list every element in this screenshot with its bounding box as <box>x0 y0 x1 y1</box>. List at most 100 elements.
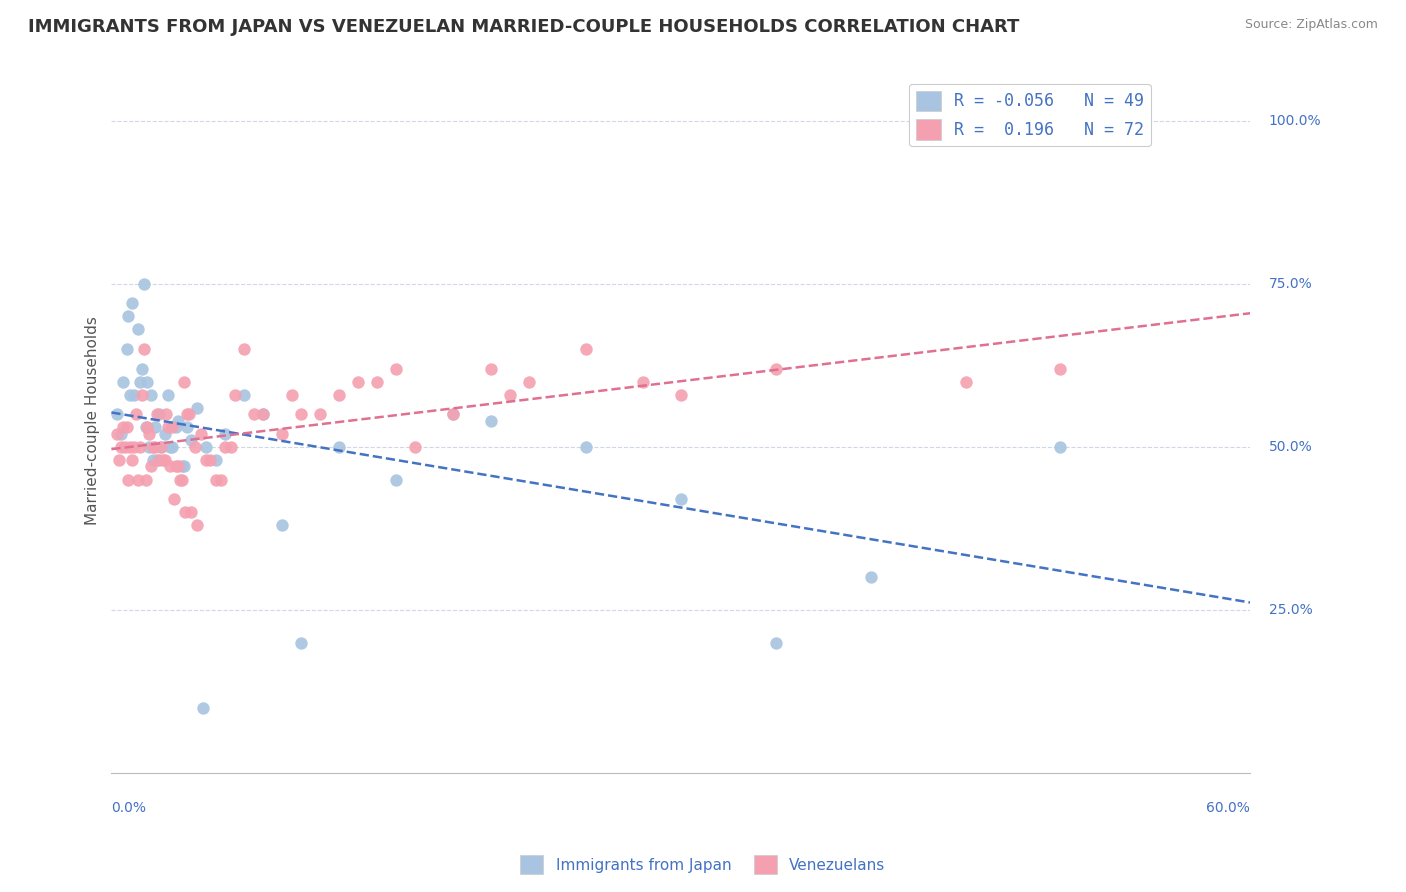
Point <box>166 459 188 474</box>
Point <box>499 387 522 401</box>
Point <box>108 453 131 467</box>
Point <box>152 453 174 467</box>
Point <box>290 407 312 421</box>
Text: 50.0%: 50.0% <box>1268 440 1312 454</box>
Point <box>179 407 201 421</box>
Point <box>148 453 170 467</box>
Point <box>309 407 332 421</box>
Point <box>166 414 188 428</box>
Point <box>174 505 197 519</box>
Text: IMMIGRANTS FROM JAPAN VS VENEZUELAN MARRIED-COUPLE HOUSEHOLDS CORRELATION CHART: IMMIGRANTS FROM JAPAN VS VENEZUELAN MARR… <box>28 18 1019 36</box>
Point <box>148 407 170 421</box>
Y-axis label: Married-couple Households: Married-couple Households <box>86 317 100 525</box>
Point <box>575 440 598 454</box>
Point <box>153 426 176 441</box>
Point <box>176 407 198 421</box>
Point <box>366 375 388 389</box>
Point <box>669 492 692 507</box>
Point <box>347 375 370 389</box>
Point <box>271 518 294 533</box>
Point <box>142 440 165 454</box>
Point <box>328 440 350 454</box>
Point <box>173 375 195 389</box>
Point <box>233 342 256 356</box>
Text: 25.0%: 25.0% <box>1268 603 1312 617</box>
Point <box>765 361 787 376</box>
Point <box>214 440 236 454</box>
Point <box>204 473 226 487</box>
Point <box>142 453 165 467</box>
Point <box>120 440 142 454</box>
Point <box>132 342 155 356</box>
Point <box>110 426 132 441</box>
Point <box>479 361 502 376</box>
Point <box>219 440 242 454</box>
Point <box>190 426 212 441</box>
Point <box>149 440 172 454</box>
Point <box>242 407 264 421</box>
Point <box>385 361 408 376</box>
Point <box>404 440 426 454</box>
Point <box>191 701 214 715</box>
Point <box>122 440 145 454</box>
Point <box>121 453 143 467</box>
Point <box>125 407 148 421</box>
Point <box>859 570 882 584</box>
Point <box>146 453 169 467</box>
Point <box>128 440 150 454</box>
Point <box>204 453 226 467</box>
Point <box>127 322 149 336</box>
Legend: R = -0.056   N = 49, R =  0.196   N = 72: R = -0.056 N = 49, R = 0.196 N = 72 <box>910 84 1150 146</box>
Point <box>136 420 159 434</box>
Point <box>114 440 136 454</box>
Point <box>136 375 159 389</box>
Point <box>170 459 193 474</box>
Text: 75.0%: 75.0% <box>1268 277 1312 291</box>
Point <box>441 407 464 421</box>
Point <box>143 420 166 434</box>
Point <box>385 473 408 487</box>
Point <box>186 401 208 415</box>
Point <box>195 440 218 454</box>
Point <box>955 375 977 389</box>
Point <box>135 420 157 434</box>
Point <box>146 407 169 421</box>
Point <box>127 473 149 487</box>
Point <box>141 387 163 401</box>
Point <box>170 473 193 487</box>
Point <box>517 375 540 389</box>
Point <box>441 407 464 421</box>
Point <box>271 426 294 441</box>
Point <box>115 420 138 434</box>
Text: 100.0%: 100.0% <box>1268 113 1322 128</box>
Point <box>169 473 191 487</box>
Point <box>121 296 143 310</box>
Point <box>290 635 312 649</box>
Point <box>180 434 202 448</box>
Point <box>163 492 186 507</box>
Point <box>143 440 166 454</box>
Point <box>141 459 163 474</box>
Point <box>280 387 302 401</box>
Point <box>198 453 221 467</box>
Point <box>328 387 350 401</box>
Point <box>184 440 207 454</box>
Point <box>669 387 692 401</box>
Legend: Immigrants from Japan, Venezuelans: Immigrants from Japan, Venezuelans <box>515 849 891 880</box>
Point <box>131 387 153 401</box>
Point <box>252 407 274 421</box>
Point <box>214 426 236 441</box>
Point <box>479 414 502 428</box>
Point <box>157 420 180 434</box>
Point <box>111 375 134 389</box>
Point <box>105 407 128 421</box>
Point <box>153 453 176 467</box>
Point <box>165 459 187 474</box>
Point <box>160 420 183 434</box>
Point <box>117 310 139 324</box>
Point <box>128 375 150 389</box>
Point <box>233 387 256 401</box>
Text: 60.0%: 60.0% <box>1206 801 1250 815</box>
Text: 0.0%: 0.0% <box>111 801 146 815</box>
Point <box>186 518 208 533</box>
